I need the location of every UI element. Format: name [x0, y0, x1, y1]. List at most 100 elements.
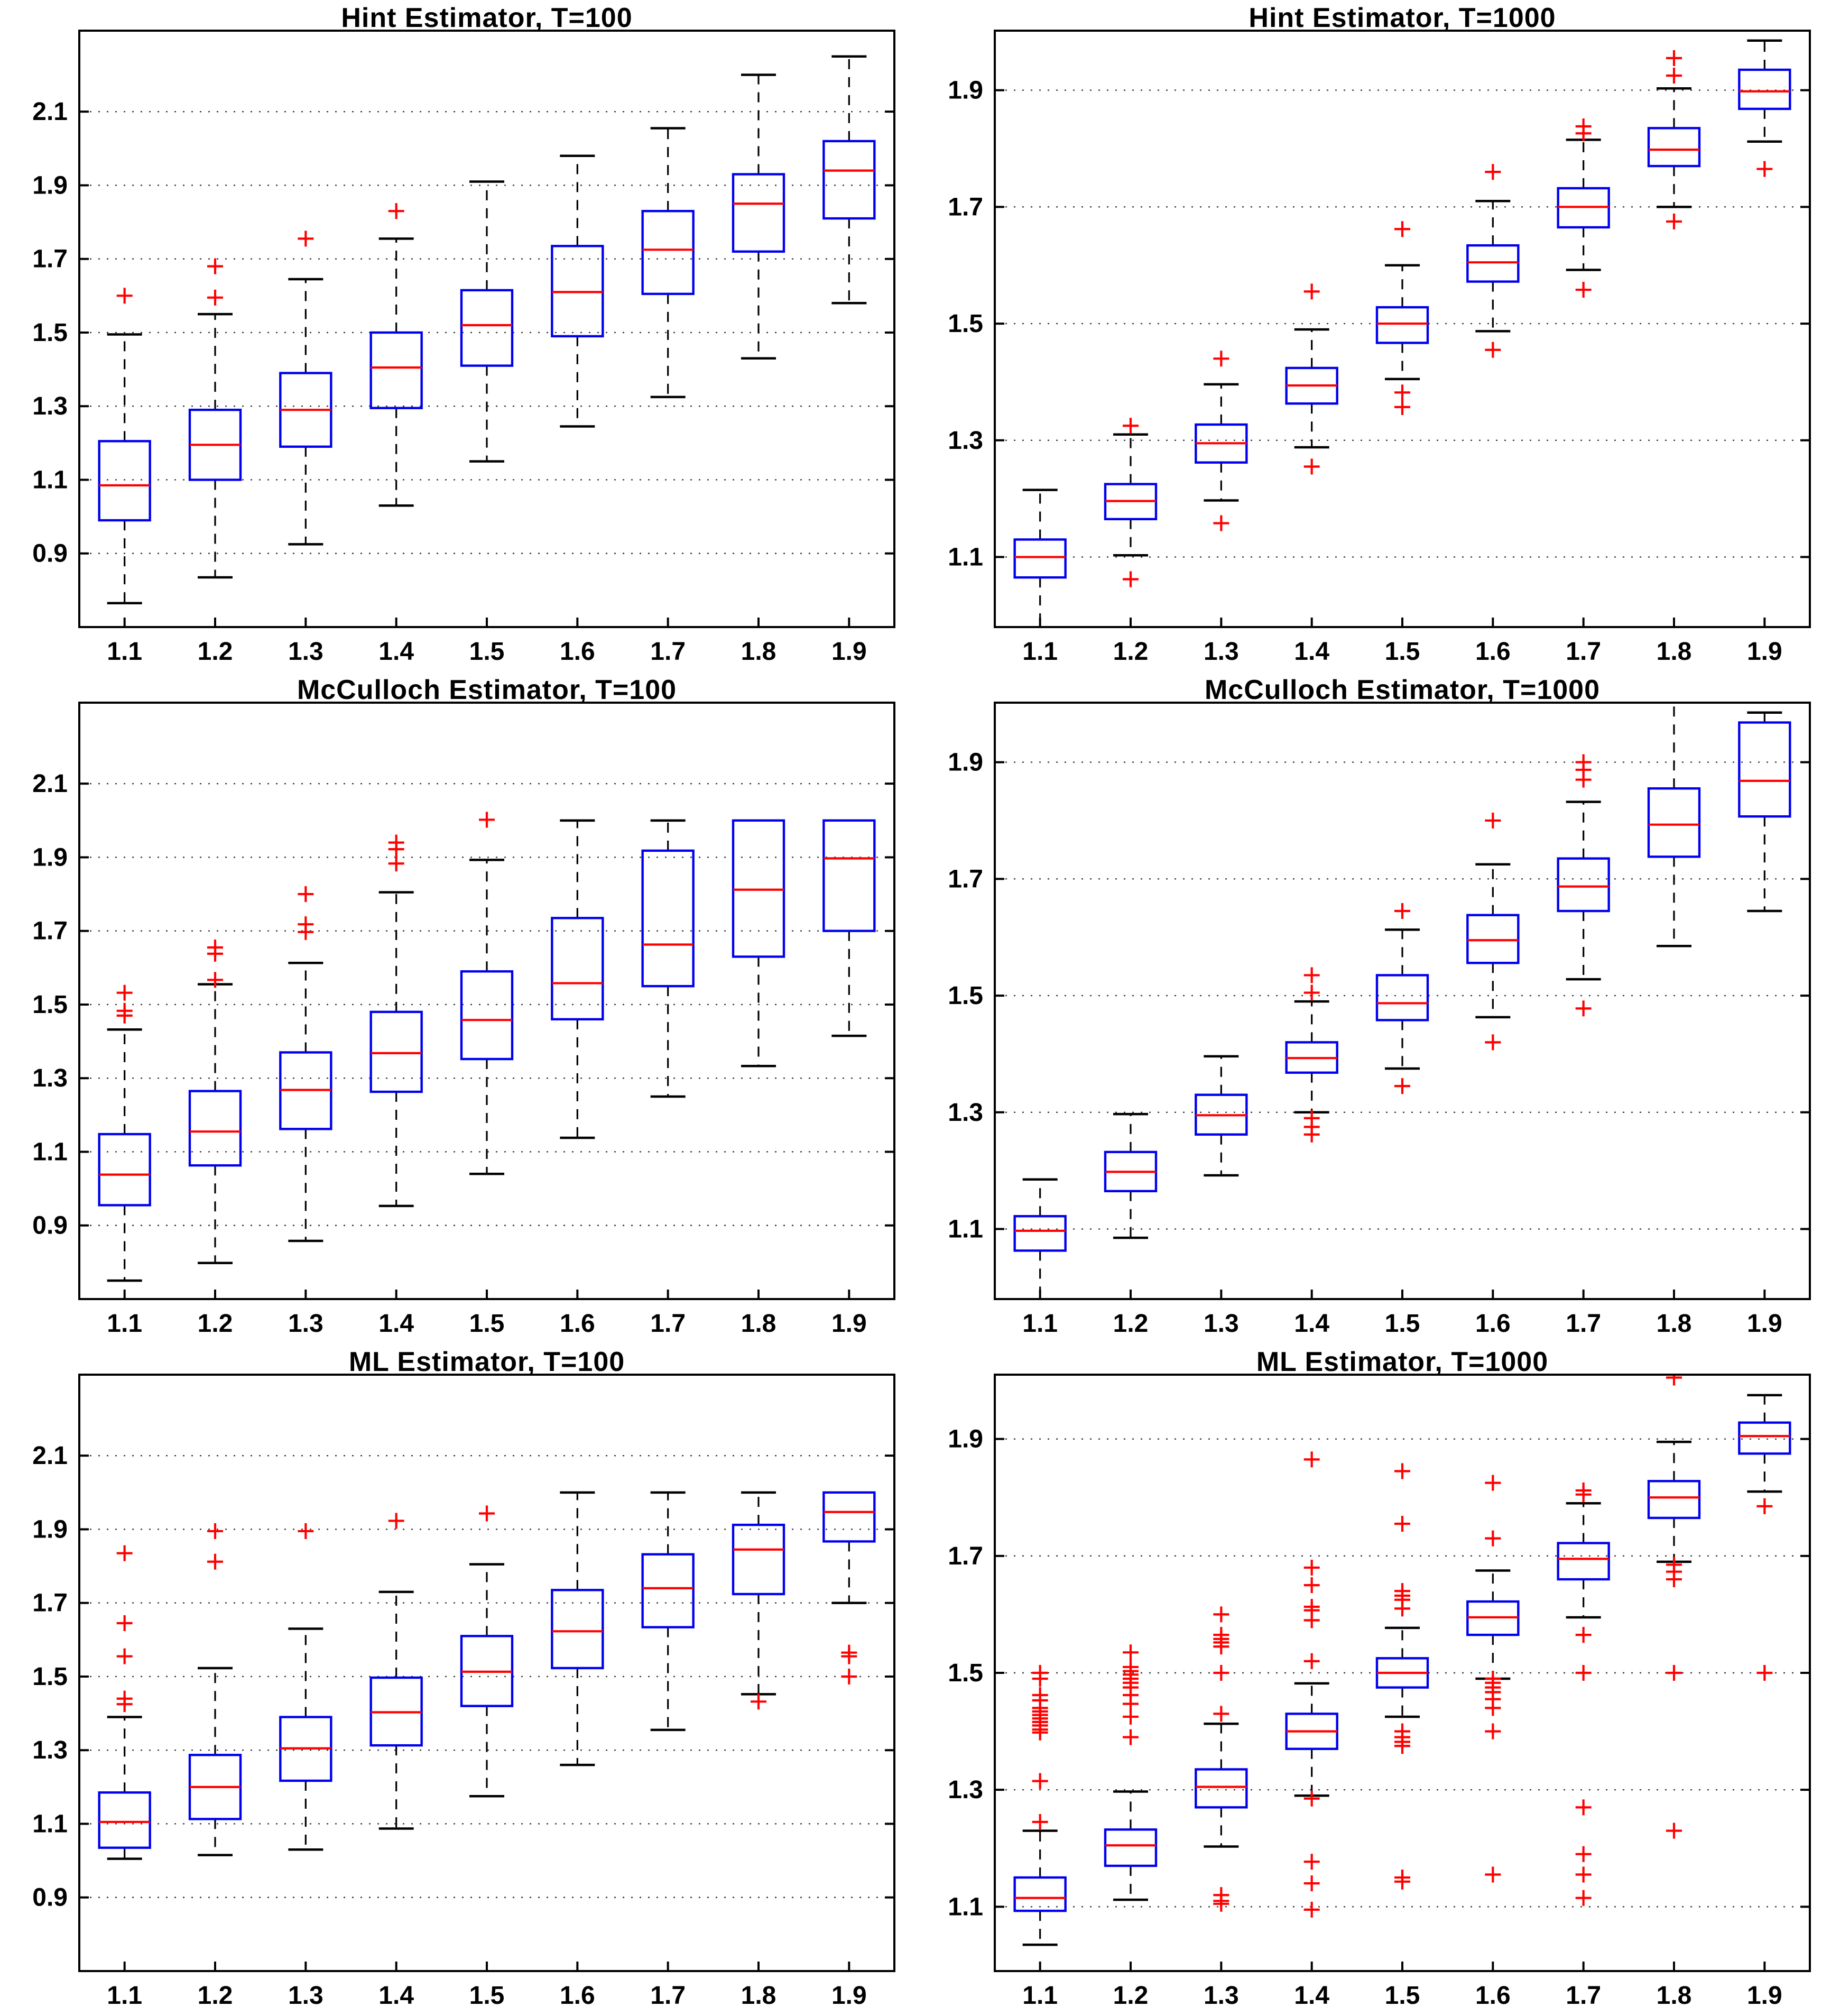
svg-text:1.7: 1.7 [1566, 638, 1601, 666]
svg-text:0.9: 0.9 [32, 540, 68, 568]
svg-text:1.9: 1.9 [1747, 638, 1782, 666]
svg-text:1.5: 1.5 [1385, 638, 1420, 666]
svg-text:1.3: 1.3 [1204, 1310, 1239, 1338]
svg-text:1.4: 1.4 [378, 1310, 414, 1338]
svg-text:1.3: 1.3 [288, 1310, 323, 1338]
svg-text:1.7: 1.7 [32, 917, 68, 945]
svg-text:1.9: 1.9 [948, 1425, 983, 1453]
svg-text:1.5: 1.5 [32, 1663, 68, 1691]
svg-text:1.7: 1.7 [32, 245, 68, 273]
svg-text:1.9: 1.9 [1747, 1982, 1782, 2010]
svg-text:1.5: 1.5 [469, 638, 505, 666]
svg-text:1.3: 1.3 [948, 1099, 983, 1127]
svg-text:1.6: 1.6 [1475, 638, 1511, 666]
boxplot-canvas: 1.1 1.3 1.5 1.7 1.9 1.1 1.2 1.3 1.4 1.5 1.6 1.7 1.8 1… [948, 702, 1811, 1338]
svg-text:1.7: 1.7 [650, 638, 686, 666]
svg-text:2.1: 2.1 [32, 98, 68, 126]
svg-text:1.8: 1.8 [741, 638, 776, 666]
svg-text:1.5: 1.5 [469, 1982, 505, 2010]
svg-text:1.8: 1.8 [1657, 1982, 1692, 2010]
svg-text:1.9: 1.9 [831, 1310, 867, 1338]
subplot-ml-t1000: ML Estimator, T=1000 1.1 1.3 1.5 1.7 1.9 1.1 1… [916, 1344, 1831, 2016]
svg-text:1.8: 1.8 [1657, 638, 1692, 666]
svg-text:1.1: 1.1 [948, 1893, 983, 1921]
boxplot-canvas: 1.1 1.3 1.5 1.7 1.9 1.1 1.2 1.3 1.4 1.5 1.6 1.7 1.8 1… [948, 1374, 1811, 2010]
svg-text:1.3: 1.3 [1204, 638, 1239, 666]
svg-text:1.1: 1.1 [1022, 1310, 1058, 1338]
svg-text:1.2: 1.2 [198, 1310, 233, 1338]
svg-text:1.6: 1.6 [560, 1310, 595, 1338]
svg-text:1.8: 1.8 [1657, 1310, 1692, 1338]
subplot-ml-t100: ML Estimator, T=100 0.9 1.1 1.3 1.5 1.7 1.9 2.… [0, 1344, 916, 2016]
svg-text:1.9: 1.9 [831, 638, 867, 666]
svg-text:1.9: 1.9 [32, 843, 68, 871]
boxplot-canvas: 1.1 1.3 1.5 1.7 1.9 1.1 1.2 1.3 1.4 1.5 1.6 1.7 1.8 1… [948, 30, 1811, 666]
svg-text:1.1: 1.1 [1022, 1982, 1058, 2010]
svg-text:1.5: 1.5 [948, 310, 983, 338]
svg-text:1.7: 1.7 [650, 1982, 686, 2010]
svg-text:1.7: 1.7 [1566, 1310, 1601, 1338]
svg-text:1.3: 1.3 [288, 1982, 323, 2010]
svg-text:1.6: 1.6 [560, 638, 595, 666]
svg-text:1.9: 1.9 [32, 1515, 68, 1543]
svg-text:1.5: 1.5 [948, 982, 983, 1010]
svg-text:1.5: 1.5 [32, 991, 68, 1019]
svg-text:1.3: 1.3 [32, 1736, 68, 1764]
svg-text:1.5: 1.5 [948, 1659, 983, 1687]
plot-title: ML Estimator, T=100 [348, 1347, 625, 1377]
svg-text:1.1: 1.1 [107, 1310, 142, 1338]
svg-text:1.4: 1.4 [1294, 1982, 1329, 2010]
svg-text:1.1: 1.1 [107, 1982, 142, 2010]
plot-title: Hint Estimator, T=100 [341, 3, 633, 33]
subplot-mcculloch-t1000: McCulloch Estimator, T=1000 1.1 1.3 1.5 1.7… [916, 672, 1831, 1344]
svg-text:2.1: 2.1 [32, 1442, 68, 1470]
svg-text:1.2: 1.2 [1113, 1310, 1149, 1338]
svg-text:1.3: 1.3 [288, 638, 323, 666]
svg-text:1.9: 1.9 [948, 77, 983, 105]
svg-text:1.3: 1.3 [948, 427, 983, 455]
svg-text:1.7: 1.7 [32, 1589, 68, 1617]
svg-text:1.6: 1.6 [1475, 1310, 1511, 1338]
boxplot-canvas: 0.9 1.1 1.3 1.5 1.7 1.9 2.1 1.1 1.2 1.3 1.4 1.5 1.6 1… [32, 702, 895, 1338]
svg-text:1.1: 1.1 [948, 1216, 983, 1244]
svg-text:1.4: 1.4 [378, 638, 414, 666]
svg-text:1.9: 1.9 [1747, 1310, 1782, 1338]
svg-text:1.4: 1.4 [1294, 1310, 1329, 1338]
svg-text:1.1: 1.1 [1022, 638, 1058, 666]
svg-text:1.9: 1.9 [32, 171, 68, 199]
svg-text:1.3: 1.3 [948, 1776, 983, 1804]
svg-text:1.2: 1.2 [198, 1982, 233, 2010]
svg-text:1.5: 1.5 [1385, 1310, 1420, 1338]
svg-text:1.6: 1.6 [1475, 1982, 1511, 2010]
svg-text:1.1: 1.1 [32, 466, 68, 494]
svg-text:1.7: 1.7 [948, 1542, 983, 1570]
subplot-hint-t100: Hint Estimator, T=100 0.9 1.1 1.3 1.5 1.7 1.9… [0, 0, 916, 672]
subplot-hint-t1000: Hint Estimator, T=1000 1.1 1.3 1.5 1.7 1.9 1.… [916, 0, 1831, 672]
svg-text:1.5: 1.5 [1385, 1982, 1420, 2010]
svg-text:1.7: 1.7 [948, 865, 983, 893]
svg-text:1.4: 1.4 [1294, 638, 1329, 666]
svg-text:0.9: 0.9 [32, 1212, 68, 1240]
svg-text:0.9: 0.9 [32, 1884, 68, 1912]
svg-text:1.3: 1.3 [32, 392, 68, 420]
plot-title: McCulloch Estimator, T=100 [297, 675, 677, 705]
svg-text:1.7: 1.7 [650, 1310, 686, 1338]
svg-text:1.9: 1.9 [831, 1982, 867, 2010]
svg-text:1.2: 1.2 [198, 638, 233, 666]
svg-text:1.2: 1.2 [1113, 1982, 1149, 2010]
svg-text:1.7: 1.7 [1566, 1982, 1601, 2010]
plot-title: ML Estimator, T=1000 [1256, 1347, 1549, 1377]
svg-text:1.9: 1.9 [948, 749, 983, 777]
svg-text:1.5: 1.5 [32, 319, 68, 347]
svg-text:1.3: 1.3 [32, 1064, 68, 1092]
boxplot-canvas: 0.9 1.1 1.3 1.5 1.7 1.9 2.1 1.1 1.2 1.3 1.4 1.5 1.6 1… [32, 30, 895, 666]
svg-text:1.3: 1.3 [1204, 1982, 1239, 2010]
svg-text:1.1: 1.1 [107, 638, 142, 666]
svg-text:1.2: 1.2 [1113, 638, 1149, 666]
svg-text:1.1: 1.1 [32, 1810, 68, 1838]
svg-text:1.1: 1.1 [32, 1138, 68, 1166]
svg-text:1.6: 1.6 [560, 1982, 595, 2010]
boxplot-canvas: 0.9 1.1 1.3 1.5 1.7 1.9 2.1 1.1 1.2 1.3 1.4 1.5 1.6 1… [32, 1374, 895, 2010]
subplot-mcculloch-t100: McCulloch Estimator, T=100 0.9 1.1 1.3 1.5 1… [0, 672, 916, 1344]
